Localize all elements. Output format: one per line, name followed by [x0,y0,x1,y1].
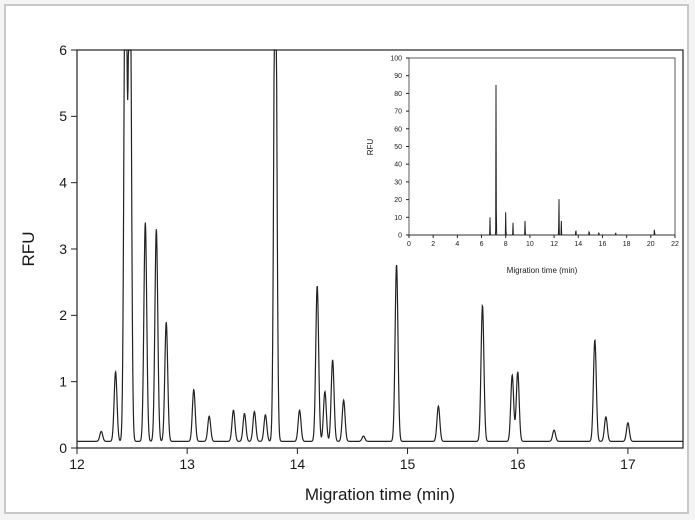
y-tick-label: 30 [394,179,402,186]
x-tick-label: 4 [455,241,459,248]
x-tick-label: 22 [671,241,679,248]
main-y-axis: 0 1 2 3 4 5 6 [59,42,77,456]
x-tick-label: 14 [290,456,306,472]
y-tick-label: 5 [59,108,67,124]
y-tick-label: 100 [390,55,402,62]
y-tick-label: 50 [394,144,402,151]
inset-plot-frame [408,57,676,236]
y-tick-label: 80 [394,91,402,98]
y-tick-label: 3 [59,241,67,257]
x-tick-label: 20 [647,241,655,248]
x-tick-label: 10 [526,241,534,248]
x-tick-label: 14 [574,241,582,248]
x-tick-label: 6 [480,241,484,248]
inset-y-axis-label: RFU [366,139,375,156]
main-x-axis: 12 13 14 15 16 17 [69,448,636,472]
x-tick-label: 0 [407,241,411,248]
main-trace-line [77,49,683,442]
x-tick-label: 18 [623,241,631,248]
main-y-axis-label: RFU [19,232,38,267]
y-tick-label: 2 [59,307,67,323]
main-x-axis-label: Migration time (min) [305,485,455,504]
y-tick-label: 40 [394,162,402,169]
inset-trace-line [409,84,675,236]
y-tick-label: 1 [59,374,67,390]
y-tick-label: 70 [394,109,402,116]
x-tick-label: 17 [620,456,636,472]
x-tick-label: 8 [504,241,508,248]
x-tick-label: 2 [431,241,435,248]
y-tick-label: 90 [394,73,402,80]
y-tick-label: 0 [59,440,67,456]
x-tick-label: 16 [510,456,526,472]
x-tick-label: 15 [400,456,416,472]
x-tick-label: 12 [69,456,85,472]
y-tick-label: 60 [394,126,402,133]
inset-chart: 0 2 4 6 8 10 12 14 16 18 20 22 0 10 20 30 40 50 60 70 80 90 1… [366,55,679,275]
x-tick-label: 12 [550,241,558,248]
x-tick-label: 13 [179,456,195,472]
inset-x-axis: 0 2 4 6 8 10 12 14 16 18 20 22 [407,235,679,248]
y-tick-label: 10 [394,215,402,222]
inset-x-axis-label: Migration time (min) [507,266,578,275]
y-tick-label: 0 [398,232,402,239]
inset-y-axis: 0 10 20 30 40 50 60 70 80 90 100 [390,55,409,239]
y-tick-label: 6 [59,42,67,58]
x-tick-label: 16 [599,241,607,248]
y-tick-label: 20 [394,197,402,204]
y-tick-label: 4 [59,175,67,191]
